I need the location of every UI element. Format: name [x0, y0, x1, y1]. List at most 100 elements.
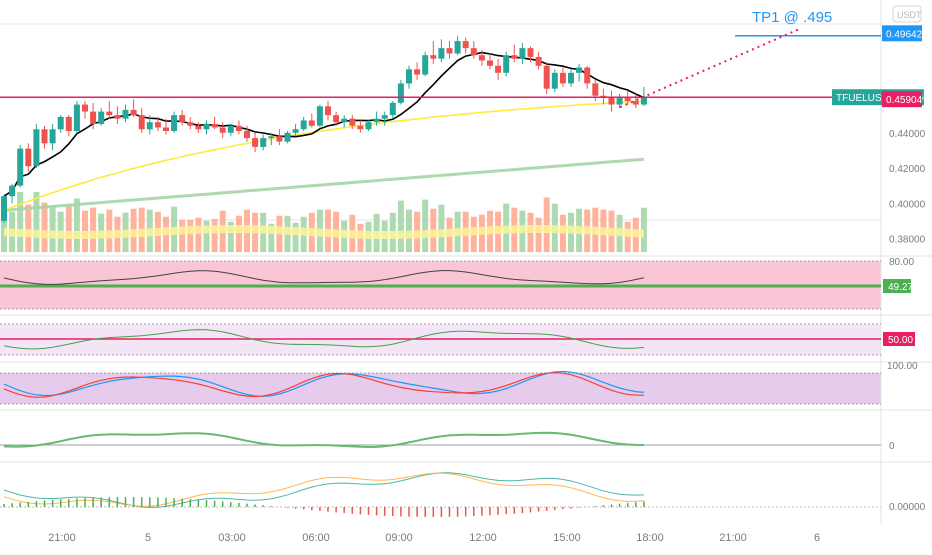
low-price-label-box — [882, 91, 922, 108]
currency-badge[interactable] — [892, 5, 922, 23]
candle — [462, 41, 469, 49]
volume-bar — [211, 218, 218, 252]
macd-zero-label: 0.00000 — [889, 502, 926, 513]
volume-bar — [397, 200, 404, 252]
volume-ma — [3, 224, 645, 239]
volume-bar — [235, 215, 242, 252]
price-tick-label: 0.42000 — [889, 164, 926, 175]
volume-bar — [624, 221, 631, 252]
volume-bar — [543, 197, 550, 252]
candle — [49, 129, 56, 144]
candle — [227, 125, 234, 133]
candle — [624, 97, 631, 102]
price-tick-label: 0.44000 — [889, 129, 926, 140]
price-tick-label: 0.38000 — [889, 235, 926, 246]
candle — [130, 109, 137, 116]
candle — [316, 106, 323, 126]
candle — [632, 101, 639, 105]
candle — [308, 120, 315, 126]
target-price-label: 0.49642 — [886, 29, 923, 40]
stoch-band — [0, 373, 881, 404]
projection-line — [619, 27, 801, 109]
stoch-d-line — [3, 372, 644, 398]
time-tick-label: 6 — [814, 532, 820, 544]
candle — [511, 55, 518, 59]
candle — [122, 109, 129, 119]
candle — [576, 67, 583, 73]
rsi-line — [3, 270, 645, 285]
candle — [608, 97, 615, 105]
indicator-lines — [3, 270, 645, 517]
candle — [219, 127, 226, 133]
volume-bar — [535, 217, 542, 252]
candle — [57, 116, 64, 130]
volume-bar — [25, 204, 32, 252]
candle — [284, 132, 291, 142]
volume-bar — [179, 219, 186, 252]
candle — [41, 129, 48, 144]
volume-bar — [195, 217, 202, 252]
candle — [430, 55, 437, 59]
volume-bar — [187, 219, 194, 252]
candle — [333, 115, 340, 123]
volume-bar — [41, 202, 48, 252]
volume-bar — [65, 203, 72, 252]
candle — [90, 111, 97, 124]
candle — [82, 104, 88, 112]
candle — [260, 138, 267, 147]
candle — [454, 41, 461, 54]
candle — [495, 65, 502, 73]
price-tick-label: 0.40000 — [889, 199, 926, 210]
candle — [543, 65, 550, 89]
candle — [33, 129, 40, 167]
candle — [535, 56, 542, 66]
candle — [98, 111, 105, 124]
low-price-label: 0.45904 — [886, 95, 923, 106]
candle — [381, 115, 388, 119]
candle — [65, 116, 72, 132]
candle — [414, 69, 421, 75]
candle — [300, 120, 307, 130]
volume-bar — [33, 192, 40, 252]
candle — [503, 55, 510, 73]
candle — [446, 48, 453, 54]
macd-line — [3, 472, 644, 509]
volume-bar — [422, 199, 429, 252]
candle — [640, 97, 647, 105]
volume-bar — [227, 221, 234, 252]
candle — [559, 72, 566, 84]
candle — [341, 118, 348, 123]
volume-bar — [17, 192, 24, 252]
time-tick-label: 09:00 — [385, 532, 413, 544]
volume-bar — [292, 222, 299, 252]
candle — [438, 48, 445, 59]
candle — [138, 115, 145, 130]
stoch-k-line — [3, 370, 644, 397]
candle — [527, 48, 534, 57]
price-lines — [0, 27, 881, 109]
candle — [235, 125, 242, 132]
volume-bar — [73, 198, 80, 252]
osc4-zero-label: 0 — [889, 441, 895, 452]
candle — [349, 118, 356, 126]
price-axis: 0.440000.420000.400000.380000.49642TFUEL… — [832, 25, 932, 246]
candle — [292, 129, 299, 133]
volume-bar — [268, 223, 275, 252]
time-tick-label: 18:00 — [636, 532, 664, 544]
candle — [551, 72, 558, 89]
candle — [114, 115, 121, 119]
candle — [470, 48, 477, 56]
candle — [325, 106, 331, 116]
time-tick-label: 12:00 — [469, 532, 497, 544]
candle — [171, 115, 178, 132]
candle — [568, 72, 574, 84]
candle — [268, 136, 275, 139]
volume-bars — [1, 192, 647, 252]
volume-bar — [203, 220, 210, 252]
rsi-value-box — [883, 279, 911, 293]
time-tick-label: 21:00 — [719, 532, 747, 544]
candle — [373, 118, 380, 123]
candle — [163, 127, 169, 132]
